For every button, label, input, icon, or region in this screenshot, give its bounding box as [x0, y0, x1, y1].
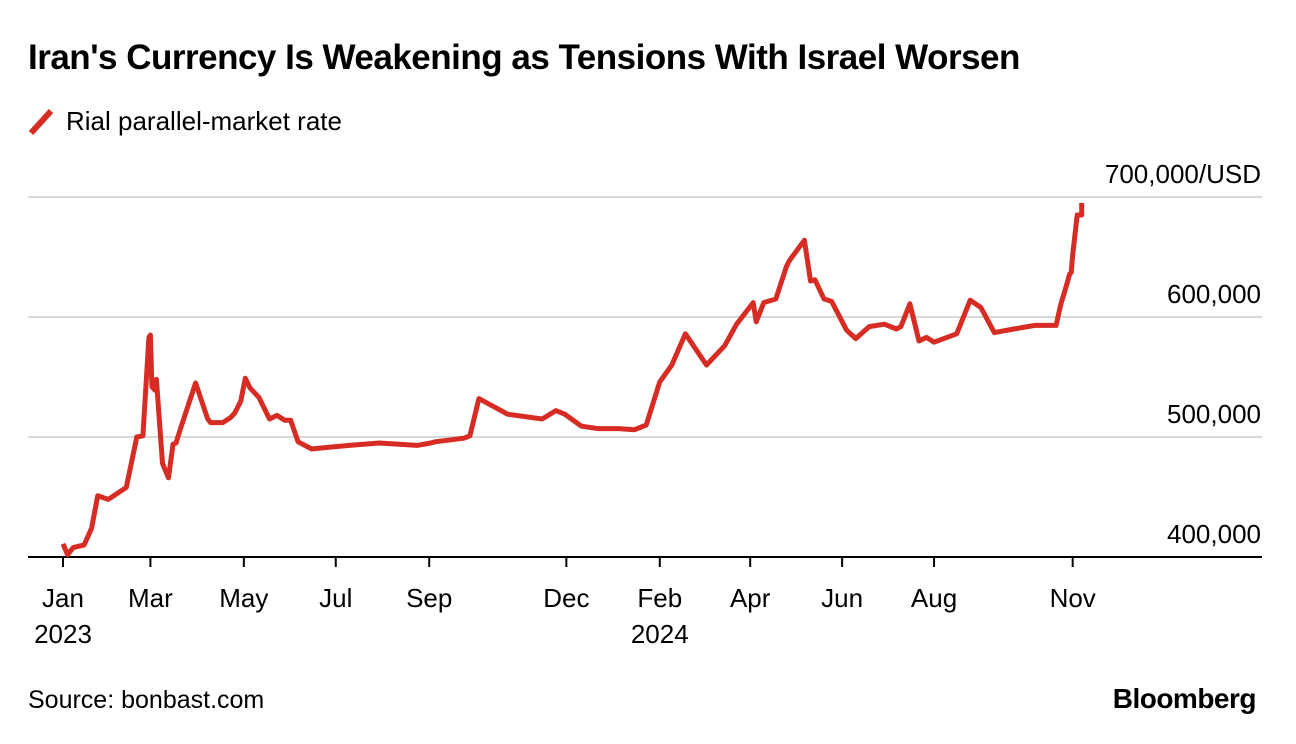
x-tick-label: Jan [42, 583, 84, 613]
x-tick-year-label: 2024 [631, 619, 689, 649]
x-tick-label: Mar [128, 583, 173, 613]
x-tick-label: Jun [821, 583, 863, 613]
x-axis: Jan 2023 Mar May Jul Sep Dec Feb 2024 Apr Jun Aug No… [28, 556, 1262, 649]
y-tick-label: 700,000/USD [1105, 159, 1261, 189]
legend-label: Rial parallel-market rate [66, 106, 342, 136]
source-note: Source: bonbast.com [28, 686, 265, 714]
y-axis: 400,000 500,000 600,000 700,000/USD [1105, 159, 1261, 549]
y-tick-label: 400,000 [1167, 519, 1261, 549]
x-tick-label: Dec [543, 583, 589, 613]
x-tick-label: Nov [1050, 583, 1096, 613]
bloomberg-logo: Bloomberg [1112, 683, 1257, 714]
series-layer [60, 203, 1085, 558]
x-tick-label: Apr [730, 583, 771, 613]
x-tick-label: Sep [406, 583, 452, 613]
x-tick-label: Jul [319, 583, 352, 613]
x-tick-label: May [219, 583, 268, 613]
legend-line-icon [28, 108, 54, 135]
y-tick-label: 600,000 [1167, 279, 1261, 309]
x-tick-label: Feb [637, 583, 682, 613]
y-tick-label: 500,000 [1167, 399, 1261, 429]
series-line-rial-rate [60, 203, 1085, 558]
x-tick-year-label: 2023 [34, 619, 92, 649]
legend: Rial parallel-market rate [28, 106, 342, 137]
x-tick-label: Aug [911, 583, 957, 613]
chart-title: Iran's Currency Is Weakening as Tensions… [28, 38, 1020, 77]
